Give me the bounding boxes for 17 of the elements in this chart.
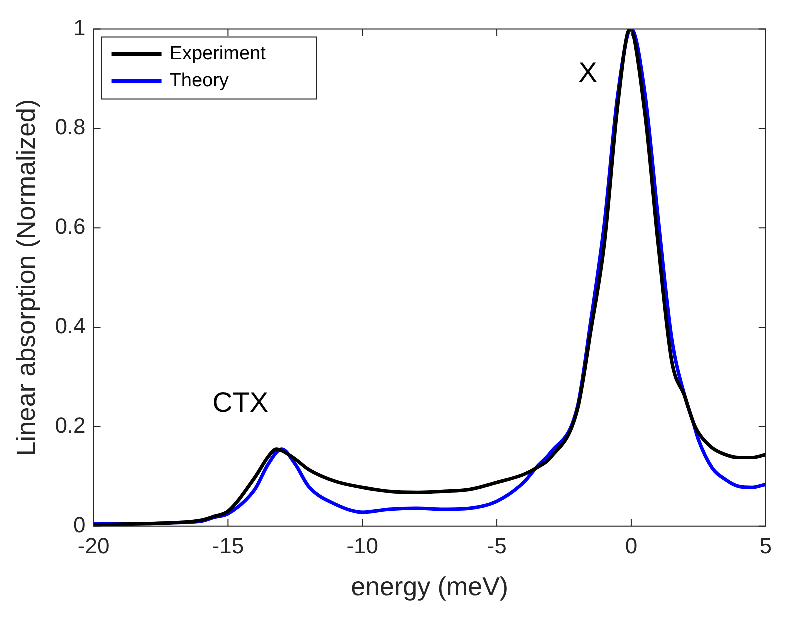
x-tick-label: -10	[346, 534, 379, 559]
annotation: X	[578, 56, 598, 88]
y-tick-label: 0.4	[55, 314, 86, 339]
annotation: CTX	[212, 387, 269, 418]
x-tick-label: -5	[487, 534, 507, 559]
y-tick-label: 0.8	[55, 114, 86, 140]
y-axis-title: Linear absorption (Normalized)	[10, 99, 41, 456]
x-tick-label: 5	[760, 534, 772, 559]
x-tick-label: 0	[625, 534, 638, 559]
y-tick-label: 0.2	[55, 413, 86, 438]
legend-label: Experiment	[170, 43, 267, 64]
legend-label: Theory	[170, 70, 230, 92]
y-tick-label: 0.6	[55, 214, 86, 240]
line-series	[94, 29, 766, 526]
x-axis-title: energy (meV)	[351, 572, 509, 602]
y-tick-label: 1	[74, 15, 86, 40]
x-tick-label: -15	[212, 534, 244, 559]
